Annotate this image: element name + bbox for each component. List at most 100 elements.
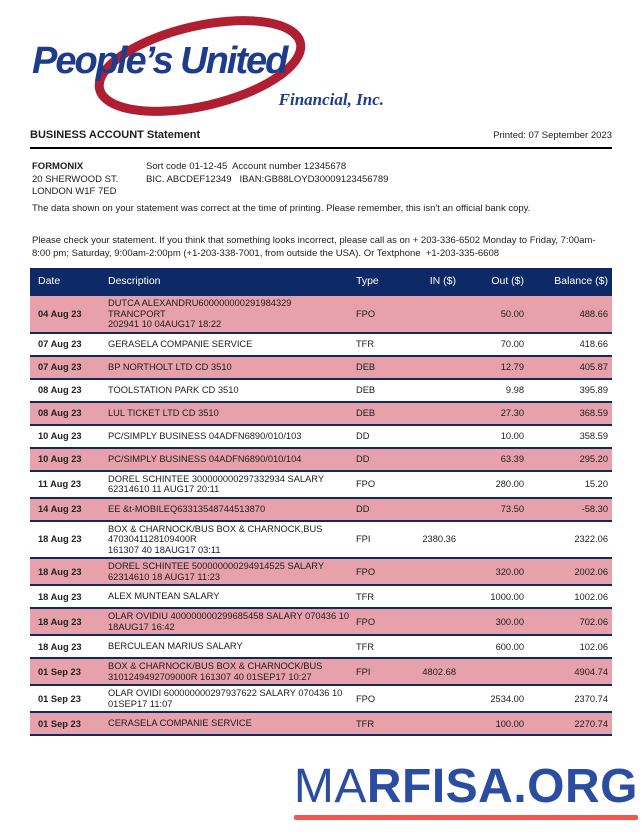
cell-description: EE &t-MOBILEQ63313548744513870 — [108, 503, 266, 514]
table-body: 04 Aug 23 DUTCA ALEXANDRU600000000291984… — [30, 294, 612, 736]
cell-balance: 2370.74 — [574, 693, 608, 704]
bank-logo-wordmark: People’s United — [32, 40, 288, 82]
table-row: 11 Aug 23 DOREL SCHINTEE 300000000297332… — [30, 469, 612, 497]
cell-description: ALEX MUNTEAN SALARY — [108, 591, 220, 602]
cell-out: 50.00 — [500, 308, 524, 319]
cell-balance: 395.89 — [579, 385, 608, 395]
cell-balance: 488.66 — [579, 308, 608, 319]
cell-description: LUL TICKET LTD CD 3510 — [108, 407, 219, 418]
cell-balance: 358.59 — [579, 431, 608, 441]
site-wordmark: MARFISA.ORG — [293, 760, 638, 813]
account-details: Sort code 01-12-45 Account number 123456… — [146, 161, 388, 186]
cell-date: 18 Aug 23 — [38, 566, 82, 577]
cell-description: GERASELA COMPANIE SERVICE — [108, 338, 253, 349]
sort-code-line: Sort code 01-12-45 Account number 123456… — [146, 161, 347, 172]
table-row: 18 Aug 23 BOX & CHARNOCK/BUS BOX & CHARN… — [30, 519, 612, 557]
cell-date: 18 Aug 23 — [38, 591, 82, 602]
cell-out: 12.79 — [500, 362, 524, 372]
cell-out: 73.50 — [500, 504, 524, 514]
column-header-out: Out ($) — [491, 275, 524, 287]
cell-description: BOX & CHARNOCK/BUS BOX & CHARNOCK/BUS 31… — [108, 661, 323, 682]
table-row: 18 Aug 23 BERCULEAN MARIUS SALARY TFR 60… — [30, 634, 612, 657]
cell-type: DD — [356, 454, 370, 464]
column-header-type: Type — [356, 275, 379, 287]
cell-balance: 418.66 — [579, 339, 608, 349]
cell-out: 70.00 — [500, 339, 524, 349]
cell-description: CERASELA COMPANIE SERVICE — [108, 718, 252, 729]
cell-description: TOOLSTATION PARK CD 3510 — [108, 384, 239, 395]
column-header-description: Description — [108, 275, 161, 287]
printed-date: Printed: 07 September 2023 — [493, 130, 612, 141]
table-row: 07 Aug 23 GERASELA COMPANIE SERVICE TFR … — [30, 331, 612, 355]
cell-balance: 1002.06 — [574, 591, 608, 602]
address-line-1: 20 SHERWOOD ST. — [32, 173, 119, 185]
table-row: 14 Aug 23 EE &t-MOBILEQ63313548744513870… — [30, 496, 612, 520]
account-holder-address: FORMONIX 20 SHERWOOD ST. LONDON W1F 7ED — [32, 161, 118, 199]
cell-out: 63.39 — [500, 454, 524, 464]
site-watermark: MARFISA.ORG — [293, 760, 638, 821]
cell-type: DD — [356, 431, 370, 441]
cell-date: 07 Aug 23 — [38, 339, 82, 349]
cell-balance: 2002.06 — [574, 566, 608, 577]
logo-swoosh-icon — [94, 16, 306, 116]
cell-description: DOREL SCHINTEE 500000000294914525 SALARY… — [108, 561, 325, 582]
contact-text: Please check your statement. If you thin… — [32, 235, 596, 259]
table-row: 01 Sep 23 BOX & CHARNOCK/BUS BOX & CHARN… — [30, 657, 612, 684]
cell-balance: -58.30 — [581, 504, 608, 514]
table-row: 07 Aug 23 BP NORTHOLT LTD CD 3510 DEB 12… — [30, 354, 612, 378]
statement-title: BUSINESS ACCOUNT Statement — [30, 129, 201, 141]
table-row: 10 Aug 23 PC/SIMPLY BUSINESS 04ADFN6890/… — [30, 423, 612, 447]
cell-date: 07 Aug 23 — [38, 362, 82, 372]
cell-out: 280.00 — [495, 479, 524, 489]
cell-out: 600.00 — [495, 641, 524, 652]
disclaimer-text: The data shown on your statement was cor… — [32, 203, 531, 214]
cell-date: 11 Aug 23 — [38, 479, 82, 489]
cell-date: 01 Sep 23 — [38, 693, 81, 704]
account-holder-name: FORMONIX — [32, 161, 84, 172]
cell-date: 01 Sep 23 — [38, 718, 81, 729]
column-header-balance: Balance ($) — [554, 275, 608, 287]
cell-type: DD — [356, 504, 370, 514]
cell-date: 01 Sep 23 — [38, 666, 81, 677]
column-header-in: IN ($) — [429, 275, 456, 287]
address-line-2: LONDON W1F 7ED — [32, 186, 117, 197]
cell-type: FPO — [356, 693, 376, 704]
cell-description: OLAR OVIDIU 400000000299685458 SALARY 07… — [108, 611, 350, 632]
cell-out: 10.00 — [500, 431, 524, 441]
cell-type: FPO — [356, 616, 376, 627]
cell-type: FPI — [356, 666, 371, 677]
cell-balance: 102.06 — [579, 641, 608, 652]
table-row: 18 Aug 23 DOREL SCHINTEE 500000000294914… — [30, 557, 612, 584]
cell-date: 04 Aug 23 — [38, 308, 82, 319]
cell-date: 14 Aug 23 — [38, 504, 82, 514]
cell-description: BOX & CHARNOCK/BUS BOX & CHARNOCK,BUS 47… — [108, 523, 323, 555]
cell-out: 100.00 — [495, 718, 524, 729]
bank-logo-subtitle: Financial, Inc. — [278, 90, 384, 109]
cell-description: PC/SIMPLY BUSINESS 04ADFN6890/010/104 — [108, 453, 302, 464]
cell-in: 2380.36 — [422, 534, 456, 545]
table-row: 10 Aug 23 PC/SIMPLY BUSINESS 04ADFN6890/… — [30, 446, 612, 470]
cell-out: 1000.00 — [490, 591, 524, 602]
site-wordmark-prefix: MA — [293, 760, 367, 813]
cell-balance: 2270.74 — [574, 718, 608, 729]
cell-out: 2534.00 — [490, 693, 524, 704]
cell-balance: 405.87 — [579, 362, 608, 372]
cell-type: FPO — [356, 479, 376, 489]
cell-type: FPO — [356, 566, 376, 577]
table-header: Date Description Type IN ($) Out ($) Bal… — [30, 268, 612, 294]
cell-date: 08 Aug 23 — [38, 408, 82, 418]
cell-in: 4802.68 — [422, 666, 456, 677]
cell-type: TFR — [356, 641, 375, 652]
cell-date: 10 Aug 23 — [38, 454, 82, 464]
bic-iban-line: BIC. ABCDEF12349 IBAN:GB88LOYD3000912345… — [146, 173, 389, 185]
site-underline — [293, 815, 638, 821]
cell-out: 27.30 — [500, 408, 524, 418]
cell-balance: 295.20 — [579, 454, 608, 464]
cell-type: FPO — [356, 308, 376, 319]
cell-date: 18 Aug 23 — [38, 534, 82, 545]
site-wordmark-suffix: RFISA.ORG — [366, 760, 638, 813]
table-row: 01 Sep 23 CERASELA COMPANIE SERVICE TFR … — [30, 711, 612, 734]
cell-balance: 2322.06 — [574, 534, 608, 545]
table-row: 18 Aug 23 ALEX MUNTEAN SALARY TFR 1000.0… — [30, 584, 612, 607]
